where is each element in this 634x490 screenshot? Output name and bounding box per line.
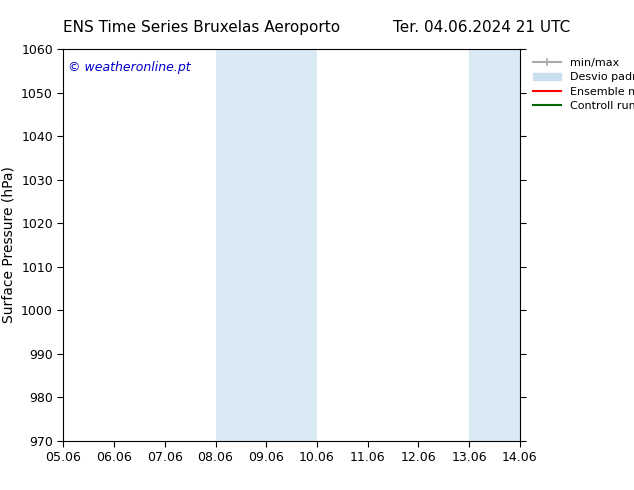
Text: ENS Time Series Bruxelas Aeroporto: ENS Time Series Bruxelas Aeroporto	[63, 20, 340, 35]
Y-axis label: Surface Pressure (hPa): Surface Pressure (hPa)	[1, 167, 16, 323]
Bar	[216, 49, 317, 441]
Legend: min/max, Desvio padr tilde;o, Ensemble mean run, Controll run: min/max, Desvio padr tilde;o, Ensemble m…	[530, 54, 634, 115]
Bar	[469, 49, 520, 441]
Text: Ter. 04.06.2024 21 UTC: Ter. 04.06.2024 21 UTC	[393, 20, 571, 35]
Text: © weatheronline.pt: © weatheronline.pt	[68, 61, 191, 74]
